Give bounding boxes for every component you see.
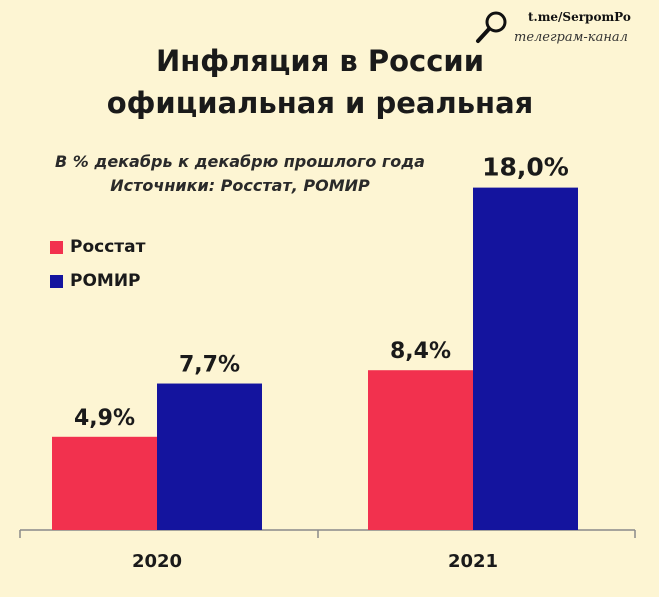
bar-romir-2020 bbox=[157, 383, 262, 530]
data-label-romir-2020: 7,7% bbox=[179, 353, 240, 378]
title-line-1: Инфляция в России bbox=[155, 44, 485, 78]
legend-label-romir: РОМИР bbox=[70, 271, 141, 291]
subtitle-line-2: Источники: Росстат, РОМИР bbox=[110, 176, 370, 195]
chart-subtitle: В % декабрь к декабрю прошлого года Исто… bbox=[30, 150, 450, 198]
data-label-rosstat-2021: 8,4% bbox=[390, 339, 451, 364]
legend-label-rosstat: Росстат bbox=[70, 237, 146, 257]
subtitle-line-1: В % декабрь к декабрю прошлого года bbox=[55, 152, 425, 171]
x-tick-label-2020: 2020 bbox=[132, 551, 182, 572]
watermark-link[interactable]: t.me/SerpomPo bbox=[528, 10, 631, 24]
bar-romir-2021 bbox=[473, 187, 578, 530]
magnifier-icon bbox=[476, 11, 507, 43]
data-label-rosstat-2020: 4,9% bbox=[74, 406, 135, 431]
legend-item-rosstat: Росстат bbox=[50, 230, 145, 264]
bar-rosstat-2021 bbox=[368, 370, 473, 530]
legend-swatch-romir bbox=[50, 274, 63, 288]
legend-swatch-rosstat bbox=[50, 240, 63, 254]
bar-rosstat-2020 bbox=[52, 436, 157, 530]
legend: Росстат РОМИР bbox=[50, 230, 145, 298]
x-tick-label-2021: 2021 bbox=[448, 551, 498, 572]
watermark: t.me/SerpomPo телеграм-канал bbox=[468, 6, 658, 54]
watermark-caption: телеграм-канал bbox=[514, 30, 628, 45]
chart-title: Инфляция в России официальная и реальная bbox=[0, 40, 640, 124]
data-label-romir-2021: 18,0% bbox=[482, 153, 569, 182]
title-line-2: официальная и реальная bbox=[106, 86, 534, 120]
legend-item-romir: РОМИР bbox=[50, 264, 145, 298]
